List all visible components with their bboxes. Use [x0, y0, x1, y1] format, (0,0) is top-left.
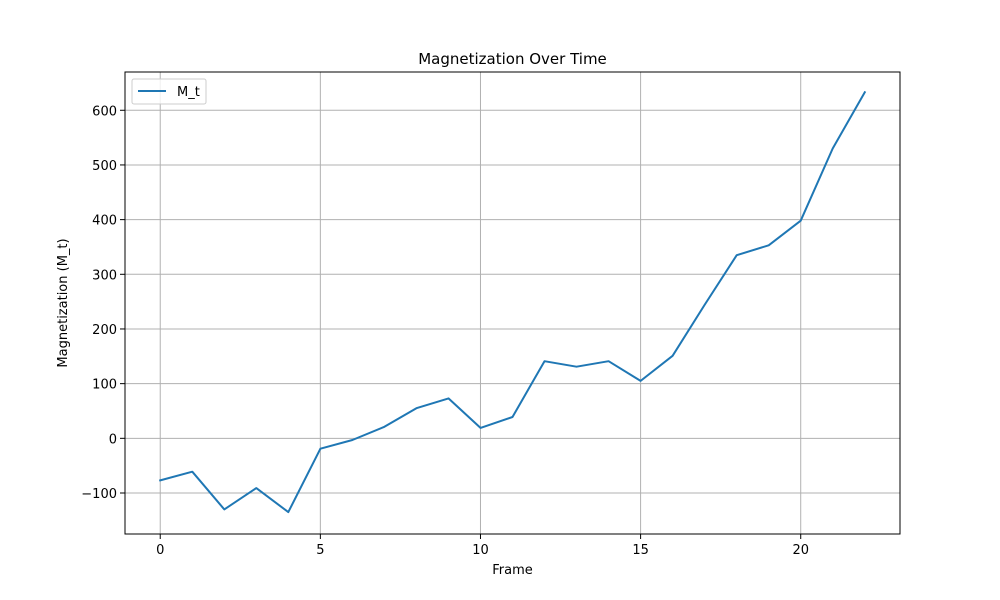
y-tick-label: 300	[92, 268, 117, 283]
y-tick-label: 400	[92, 214, 117, 229]
legend: M_t	[131, 78, 207, 105]
axis-ticks: 0 5 10 15 20 −100 0 100 200 300 400 500 600	[81, 104, 809, 558]
data-point	[864, 91, 866, 93]
legend-label: M_t	[177, 85, 200, 100]
data-point	[704, 304, 706, 306]
data-point	[383, 426, 385, 428]
y-tick-label: 500	[92, 159, 117, 174]
y-tick-label: 600	[92, 104, 117, 119]
series-layer	[158, 90, 867, 514]
data-point	[351, 439, 353, 441]
x-tick-label: 0	[156, 543, 164, 558]
y-tick-label: 0	[109, 432, 117, 447]
y-tick-label: 100	[92, 378, 117, 393]
data-point	[544, 360, 546, 362]
plot-frame	[124, 71, 901, 535]
y-axis-label: Magnetization (M_t)	[56, 238, 71, 367]
data-point	[447, 397, 449, 399]
data-point	[191, 471, 193, 473]
grid-lines	[125, 72, 900, 534]
x-tick-label: 5	[316, 543, 324, 558]
data-point	[512, 416, 514, 418]
series-line	[158, 90, 867, 514]
legend-box	[131, 78, 207, 105]
y-tick-label: −100	[81, 487, 117, 502]
x-axis-label: Frame	[492, 563, 533, 578]
x-tick-label: 15	[632, 543, 649, 558]
data-point	[640, 380, 642, 382]
data-point	[223, 508, 225, 510]
data-point	[576, 366, 578, 368]
data-point	[479, 427, 481, 429]
data-point	[159, 479, 161, 481]
data-point	[287, 511, 289, 513]
data-point	[608, 360, 610, 362]
chart-title: Magnetization Over Time	[418, 50, 607, 68]
data-point	[832, 148, 834, 150]
y-tick-label: 200	[92, 323, 117, 338]
x-tick-label: 10	[472, 543, 489, 558]
data-point	[768, 244, 770, 246]
data-point	[319, 448, 321, 450]
data-point	[672, 355, 674, 357]
data-point	[255, 487, 257, 489]
data-point	[800, 220, 802, 222]
x-tick-label: 20	[792, 543, 809, 558]
data-point	[415, 407, 417, 409]
data-point	[736, 254, 738, 256]
